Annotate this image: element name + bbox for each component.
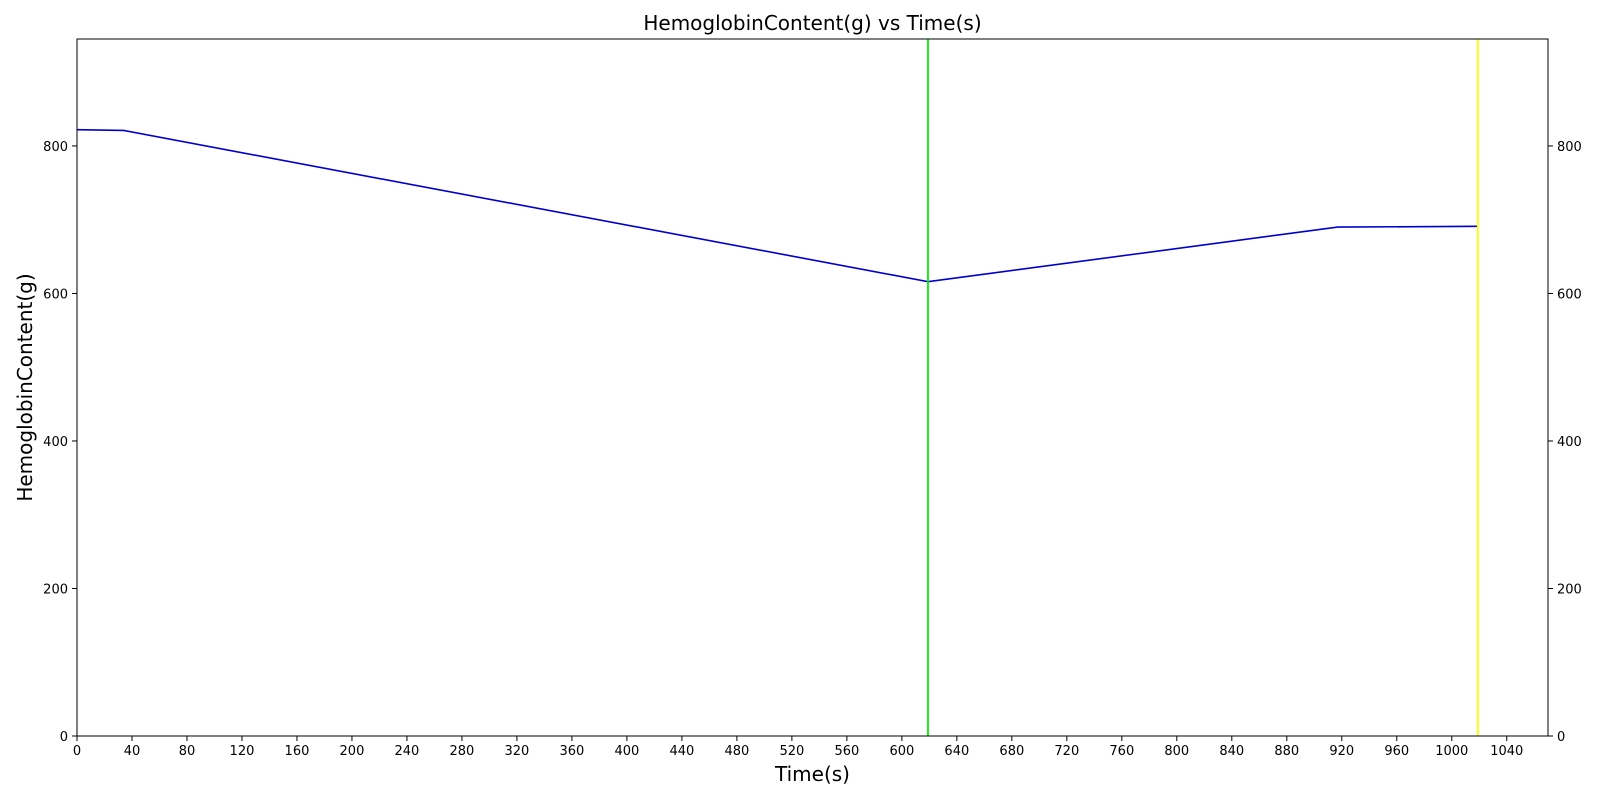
x-tick-label: 600: [889, 744, 914, 759]
x-tick-label: 360: [560, 744, 585, 759]
series-line-1: [76, 128, 1478, 283]
x-tick-label: 640: [944, 744, 969, 759]
y-tick-label-left: 0: [60, 730, 68, 745]
x-tick-label: 1000: [1435, 744, 1468, 759]
plot-frame: [76, 38, 1549, 737]
x-tick-label: 960: [1384, 744, 1409, 759]
y-tick-label-left: 600: [43, 287, 68, 302]
x-tick-label: 440: [669, 744, 694, 759]
y-tick-label-right: 800: [1557, 140, 1582, 155]
y-tick-label-right: 400: [1557, 435, 1582, 450]
y-tick-label-left: 200: [43, 582, 68, 597]
y-tick-label-right: 0: [1557, 730, 1565, 745]
x-tick-label: 240: [395, 744, 420, 759]
chart-title: HemoglobinContent(g) vs Time(s): [643, 11, 981, 35]
x-tick-label: 480: [724, 744, 749, 759]
x-tick-label: 0: [73, 744, 81, 759]
y-tick-label-left: 800: [43, 140, 68, 155]
x-tick-label: 520: [779, 744, 804, 759]
x-tick-label: 280: [450, 744, 475, 759]
y-tick-label-right: 200: [1557, 582, 1582, 597]
x-tick-label: 760: [1109, 744, 1134, 759]
x-tick-label: 720: [1054, 744, 1079, 759]
x-tick-label: 560: [834, 744, 859, 759]
y-axis-label: HemoglobinContent(g): [13, 273, 37, 501]
x-tick-label: 160: [285, 744, 310, 759]
x-tick-label: 840: [1219, 744, 1244, 759]
x-tick-label: 400: [614, 744, 639, 759]
y-tick-label-right: 600: [1557, 287, 1582, 302]
x-tick-label: 1040: [1490, 744, 1523, 759]
x-tick-label: 800: [1164, 744, 1189, 759]
x-tick-label: 120: [230, 744, 255, 759]
x-tick-label: 320: [505, 744, 530, 759]
x-tick-label: 80: [179, 744, 196, 759]
x-tick-label: 680: [999, 744, 1024, 759]
x-tick-label: 880: [1274, 744, 1299, 759]
x-tick-label: 200: [340, 744, 365, 759]
x-tick-label: 40: [124, 744, 141, 759]
x-tick-label: 920: [1329, 744, 1354, 759]
x-axis-label: Time(s): [774, 762, 850, 786]
y-tick-label-left: 400: [43, 435, 68, 450]
